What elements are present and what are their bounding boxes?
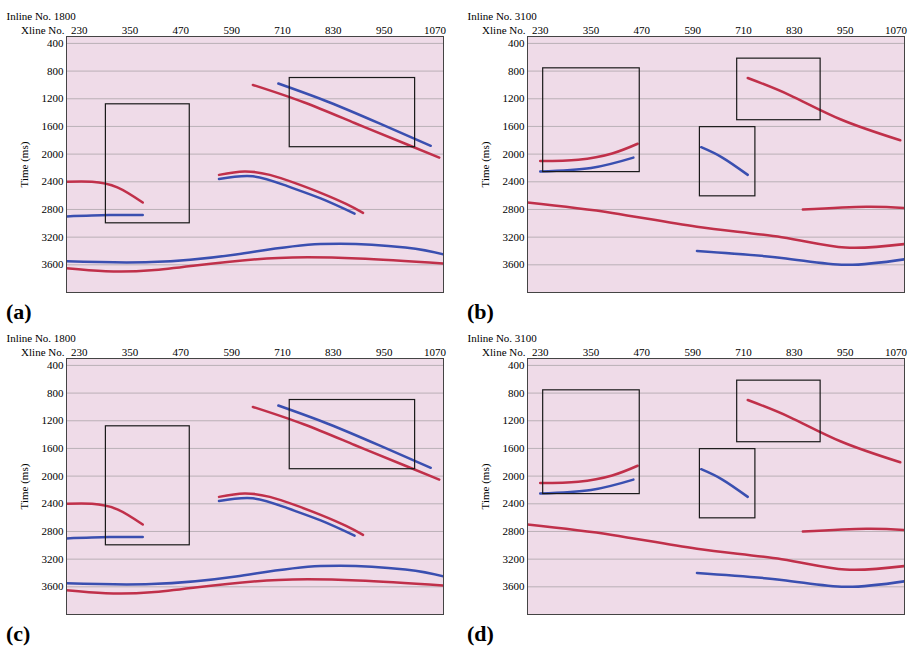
svg-text:400: 400 [47, 359, 64, 371]
svg-text:Time (ms): Time (ms) [479, 141, 492, 187]
html-text:(d): (d) [467, 621, 494, 646]
svg-text:3600: 3600 [42, 258, 65, 270]
svg-text:Inline No. 1800: Inline No. 1800 [7, 332, 77, 344]
svg-text:400: 400 [508, 359, 525, 371]
svg-text:2400: 2400 [503, 175, 526, 187]
svg-text:350: 350 [583, 346, 600, 358]
svg-text:3200: 3200 [503, 231, 526, 243]
svg-text:230: 230 [532, 346, 549, 358]
svg-text:3600: 3600 [503, 258, 526, 270]
svg-text:950: 950 [837, 346, 854, 358]
svg-text:950: 950 [837, 24, 854, 36]
svg-text:710: 710 [735, 24, 752, 36]
svg-text:400: 400 [508, 37, 525, 49]
svg-text:1600: 1600 [503, 120, 526, 132]
svg-text:2800: 2800 [503, 525, 526, 537]
svg-text:Xline No.: Xline No. [21, 346, 65, 358]
html-text:(c): (c) [6, 621, 31, 646]
svg-text:710: 710 [735, 346, 752, 358]
svg-text:470: 470 [173, 346, 190, 358]
html-text:(a): (a) [6, 299, 32, 324]
svg-text:Xline No.: Xline No. [21, 24, 65, 36]
svg-text:830: 830 [325, 24, 342, 36]
svg-text:2000: 2000 [503, 470, 526, 482]
svg-text:3600: 3600 [42, 580, 65, 592]
svg-text:950: 950 [376, 24, 393, 36]
svg-text:1070: 1070 [424, 346, 447, 358]
svg-text:1200: 1200 [42, 92, 65, 104]
svg-text:Time (ms): Time (ms) [479, 463, 492, 509]
svg-text:800: 800 [508, 65, 525, 77]
svg-text:Xline No.: Xline No. [482, 346, 526, 358]
svg-text:Time (ms): Time (ms) [18, 141, 31, 187]
svg-text:1600: 1600 [42, 120, 65, 132]
svg-text:830: 830 [786, 24, 803, 36]
svg-text:2400: 2400 [42, 497, 65, 509]
svg-text:590: 590 [684, 346, 701, 358]
svg-text:2000: 2000 [42, 470, 65, 482]
svg-text:830: 830 [325, 346, 342, 358]
svg-text:2800: 2800 [42, 525, 65, 537]
svg-text:2400: 2400 [42, 175, 65, 187]
svg-text:2800: 2800 [42, 203, 65, 215]
svg-text:1200: 1200 [503, 92, 526, 104]
svg-text:Inline No. 3100: Inline No. 3100 [468, 332, 538, 344]
svg-text:1070: 1070 [885, 24, 908, 36]
svg-text:710: 710 [274, 24, 291, 36]
svg-text:1600: 1600 [42, 442, 65, 454]
svg-text:950: 950 [376, 346, 393, 358]
svg-text:230: 230 [71, 346, 88, 358]
svg-text:230: 230 [532, 24, 549, 36]
svg-text:1070: 1070 [424, 24, 447, 36]
svg-text:1600: 1600 [503, 442, 526, 454]
svg-text:3600: 3600 [503, 580, 526, 592]
svg-text:2800: 2800 [503, 203, 526, 215]
svg-text:590: 590 [684, 24, 701, 36]
svg-text:830: 830 [786, 346, 803, 358]
svg-text:230: 230 [71, 24, 88, 36]
svg-text:800: 800 [47, 387, 64, 399]
svg-text:3200: 3200 [42, 553, 65, 565]
html-text:(b): (b) [467, 299, 494, 324]
svg-text:470: 470 [634, 24, 651, 36]
svg-text:3200: 3200 [42, 231, 65, 243]
svg-text:1200: 1200 [42, 414, 65, 426]
svg-text:1200: 1200 [503, 414, 526, 426]
svg-text:800: 800 [508, 387, 525, 399]
svg-text:470: 470 [634, 346, 651, 358]
svg-text:590: 590 [223, 346, 240, 358]
svg-text:2000: 2000 [503, 148, 526, 160]
svg-text:Xline No.: Xline No. [482, 24, 526, 36]
svg-text:Inline No. 1800: Inline No. 1800 [7, 10, 77, 22]
svg-text:350: 350 [122, 24, 139, 36]
svg-text:400: 400 [47, 37, 64, 49]
svg-text:Inline No. 3100: Inline No. 3100 [468, 10, 538, 22]
svg-text:350: 350 [583, 24, 600, 36]
svg-text:Time (ms): Time (ms) [18, 463, 31, 509]
svg-text:350: 350 [122, 346, 139, 358]
svg-text:710: 710 [274, 346, 291, 358]
svg-text:590: 590 [223, 24, 240, 36]
svg-text:3200: 3200 [503, 553, 526, 565]
svg-text:1070: 1070 [885, 346, 908, 358]
svg-text:470: 470 [173, 24, 190, 36]
svg-text:800: 800 [47, 65, 64, 77]
svg-text:2000: 2000 [42, 148, 65, 160]
svg-text:2400: 2400 [503, 497, 526, 509]
